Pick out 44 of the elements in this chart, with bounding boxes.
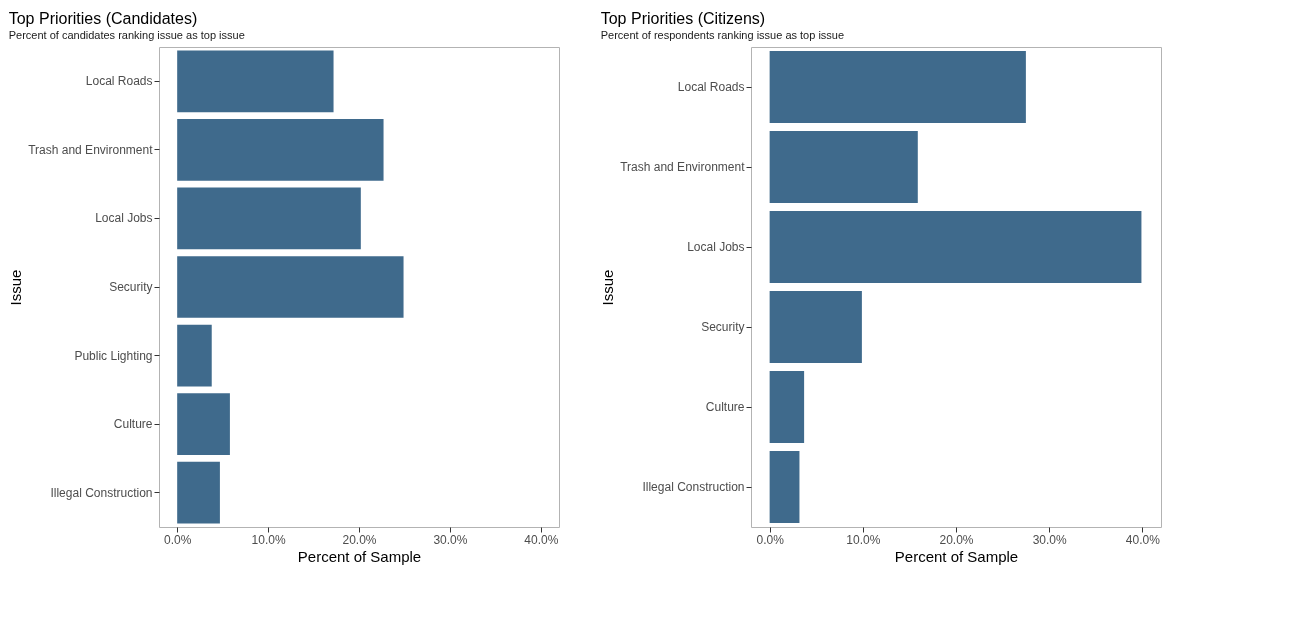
- chart-title: Top Priorities (Candidates): [8, 10, 198, 27]
- y-tick-label: Public Lighting: [74, 348, 153, 363]
- y-tick-label: Culture: [705, 400, 745, 414]
- y-tick-label: Security: [109, 280, 153, 294]
- chart-title: Top Priorities (Citizens): [600, 10, 766, 27]
- y-tick-label: Trash and Environment: [620, 160, 746, 174]
- bar: [177, 256, 404, 318]
- bar: [769, 131, 918, 203]
- y-tick-label: Security: [701, 320, 745, 334]
- y-tick-label: Illegal Construction: [50, 485, 153, 500]
- y-tick-label: Local Jobs: [95, 211, 153, 226]
- bar: [177, 50, 334, 113]
- x-tick-label: 40.0%: [1125, 532, 1161, 547]
- bar: [769, 371, 805, 443]
- x-tick-label: 10.0%: [251, 532, 286, 547]
- y-tick-label: Trash and Environment: [28, 142, 154, 157]
- chart-subtitle: Percent of candidates ranking issue as top issue: [8, 29, 245, 41]
- x-tick-label: 40.0%: [524, 532, 559, 547]
- bar: [177, 119, 384, 181]
- bar: [769, 291, 862, 363]
- x-tick-label: 0.0%: [756, 532, 785, 547]
- bar: [769, 51, 1026, 123]
- bar: [769, 451, 800, 523]
- chart-subtitle: Percent of respondents ranking issue as top issue: [600, 29, 845, 41]
- y-tick-label: Culture: [113, 417, 153, 432]
- y-tick-label: Local Roads: [85, 74, 153, 89]
- x-tick-label: 20.0%: [939, 532, 974, 547]
- x-tick-label: 30.0%: [1032, 532, 1068, 547]
- bar: [177, 187, 361, 250]
- x-axis-title: Percent of Sample: [297, 547, 422, 565]
- bar: [177, 393, 230, 455]
- bar: [177, 324, 212, 387]
- y-tick-label: Local Roads: [677, 80, 745, 94]
- y-tick-label: Local Jobs: [687, 240, 745, 254]
- x-tick-label: 0.0%: [164, 532, 192, 547]
- x-tick-label: 20.0%: [342, 532, 377, 547]
- x-tick-label: 30.0%: [433, 532, 468, 547]
- bar: [177, 461, 220, 524]
- y-tick-label: Illegal Construction: [642, 480, 745, 494]
- bar: [769, 211, 1142, 283]
- y-axis-title: Issue: [7, 269, 25, 306]
- y-axis-title: Issue: [599, 269, 617, 306]
- x-tick-label: 10.0%: [846, 532, 881, 547]
- x-axis-title: Percent of Sample: [894, 547, 1019, 565]
